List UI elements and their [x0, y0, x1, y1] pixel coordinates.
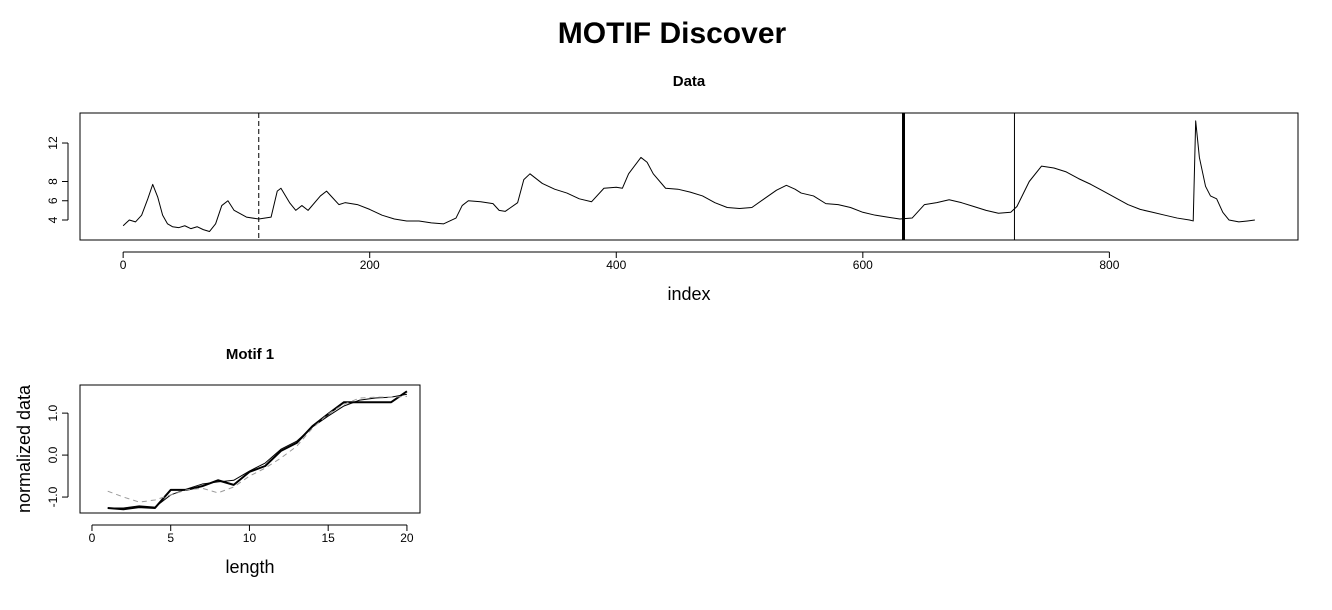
- chart-title: Data: [673, 73, 706, 90]
- chart-title: Motif 1: [226, 346, 274, 363]
- y-tick-label: 12: [46, 136, 60, 150]
- y-tick-label: 8: [46, 178, 60, 185]
- x-tick-label: 800: [1099, 258, 1119, 272]
- x-axis-label: length: [225, 557, 274, 577]
- y-axis-label: normalized data: [14, 384, 34, 513]
- x-tick-label: 400: [606, 258, 626, 272]
- y-tick-label: -1.0: [46, 486, 60, 507]
- plot-box: [79, 384, 421, 514]
- y-tick-label: 6: [46, 197, 60, 204]
- x-tick-label: 15: [322, 531, 336, 545]
- x-tick-label: 10: [243, 531, 257, 545]
- y-tick-label: 0.0: [46, 446, 60, 463]
- main-title: MOTIF Discover: [558, 17, 787, 50]
- x-tick-label: 200: [360, 258, 380, 272]
- plot-box: [79, 112, 1299, 241]
- x-axis-label: index: [667, 284, 710, 304]
- x-tick-label: 5: [167, 531, 174, 545]
- x-tick-label: 600: [853, 258, 873, 272]
- data-line: [122, 120, 1255, 233]
- y-tick-label: 4: [46, 216, 60, 223]
- data-line: [107, 393, 408, 509]
- x-tick-label: 20: [400, 531, 414, 545]
- y-tick-label: 1.0: [46, 404, 60, 421]
- x-tick-label: 0: [120, 258, 127, 272]
- x-tick-label: 0: [89, 531, 96, 545]
